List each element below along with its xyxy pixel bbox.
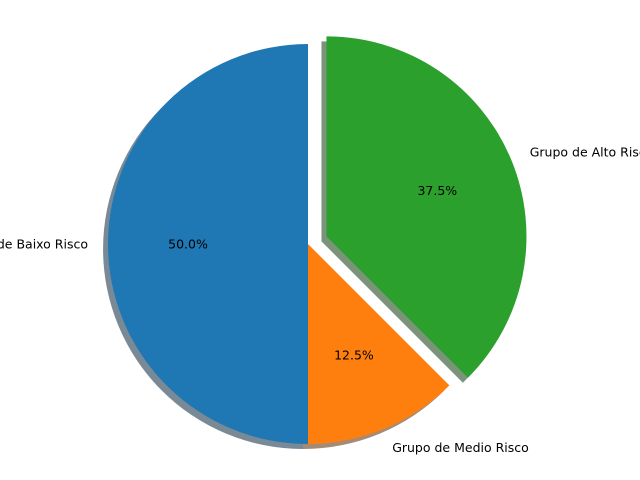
pie-slice-grupo-de-baixo-risco [108,44,308,444]
pie-label-layer: 50.0% Grupo de Baixo Risco 12.5% Grupo de M… [0,145,640,455]
pie-category-label-grupo-de-medio-risco: Grupo de Medio Risco [392,440,529,455]
pie-category-label-grupo-de-baixo-risco: Grupo de Baixo Risco [0,237,88,252]
pie-pct-label-grupo-de-alto-risco: 37.5% [417,183,457,198]
pie-pct-label-grupo-de-baixo-risco: 50.0% [168,237,208,252]
pie-slice-grupo-de-medio-risco [308,244,450,444]
pie-category-label-grupo-de-alto-risco: Grupo de Alto Risco [530,145,640,160]
pie-pct-label-grupo-de-medio-risco: 12.5% [334,347,374,362]
pie-slice-grupo-de-alto-risco [326,36,527,378]
pie-wedge-layer [108,36,527,444]
